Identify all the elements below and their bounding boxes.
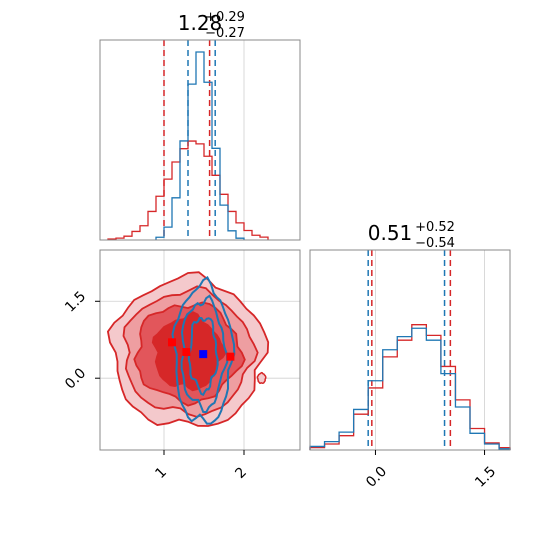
param1-title: 1.28 bbox=[178, 11, 223, 35]
joint-red-marker bbox=[182, 348, 191, 357]
param1-histogram-red bbox=[107, 140, 269, 240]
param2-histogram-red bbox=[309, 324, 511, 450]
param2-x-ticks: 0.0 1.5 bbox=[363, 450, 499, 491]
param2-histogram-panel: 0.51 +0.52 −0.54 0.0 1.5 bbox=[309, 220, 511, 491]
param1-title-plus: +0.29 bbox=[205, 10, 245, 25]
param2-histogram-blue bbox=[309, 327, 511, 450]
param2-title: 0.51 bbox=[368, 221, 413, 245]
param1-title-minus: −0.27 bbox=[205, 26, 245, 41]
param1-histogram-blue bbox=[155, 51, 245, 240]
param2-title-minus: −0.54 bbox=[415, 236, 455, 251]
param2-title-plus: +0.52 bbox=[415, 220, 455, 235]
joint-x-tick-label: 2 bbox=[232, 464, 250, 482]
joint-blue-contour-level bbox=[171, 275, 236, 425]
joint-red-marker bbox=[226, 352, 235, 361]
param1-histogram-panel: 1.28 +0.29 −0.27 bbox=[99, 10, 301, 241]
joint-y-tick-label: 0.0 bbox=[62, 365, 89, 392]
joint-red-marker bbox=[168, 338, 176, 347]
joint-red-outlier-contour bbox=[256, 371, 267, 385]
param1-frame bbox=[99, 39, 301, 241]
param2-tick-label: 0.0 bbox=[363, 464, 390, 491]
param2-tick-label: 1.5 bbox=[472, 464, 499, 491]
joint-frame bbox=[99, 249, 301, 451]
param2-quantile-lines bbox=[367, 250, 452, 450]
joint-markers bbox=[168, 338, 235, 361]
param2-gridlines bbox=[375, 250, 485, 450]
joint-y-ticks: 1.5 0.0 bbox=[62, 288, 100, 392]
joint-x-tick-label: 1 bbox=[152, 464, 170, 482]
joint-y-tick-label: 1.5 bbox=[62, 288, 89, 315]
param2-frame bbox=[309, 249, 511, 451]
joint-blue-marker bbox=[199, 350, 208, 359]
